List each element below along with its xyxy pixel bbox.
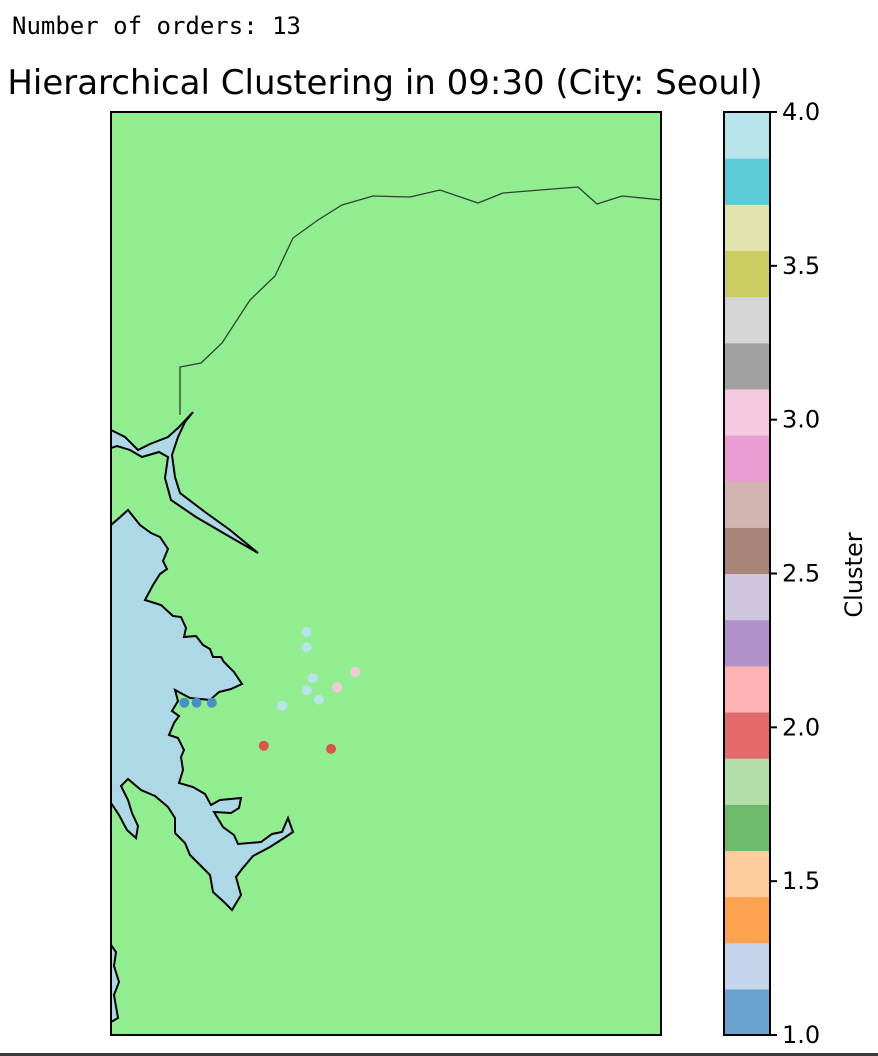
order-point xyxy=(301,685,312,696)
colorbar-segment xyxy=(724,296,770,344)
colorbar-segment xyxy=(724,804,770,851)
colorbar-segment xyxy=(724,342,770,390)
colorbar-tick-label: 1.0 xyxy=(782,1021,820,1049)
western-water-body xyxy=(111,508,295,912)
order-point xyxy=(277,700,288,711)
colorbar-segment xyxy=(724,388,770,436)
map-frame xyxy=(110,111,662,1036)
colorbar-tick-label: 3.0 xyxy=(782,406,820,434)
colorbar-tick-label: 4.0 xyxy=(782,98,820,126)
orders-count-output: Number of orders: 13 xyxy=(12,12,301,40)
order-point xyxy=(301,642,312,653)
order-point xyxy=(206,697,217,708)
chart-title: Hierarchical Clustering in 09:30 (City: … xyxy=(7,63,762,103)
order-point xyxy=(350,667,361,677)
colorbar-segment xyxy=(724,758,770,805)
colorbar-segment xyxy=(724,158,770,205)
order-point xyxy=(332,682,343,693)
colorbar-segment xyxy=(724,896,770,944)
order-point xyxy=(179,697,190,708)
northern-boundary-line xyxy=(179,186,661,415)
colorbar-label: Cluster xyxy=(840,532,868,617)
colorbar-segment xyxy=(724,619,770,667)
colorbar-segment xyxy=(724,850,770,898)
order-point xyxy=(191,697,202,708)
colorbar-segment xyxy=(724,988,770,1036)
colorbar-tick-label: 2.5 xyxy=(782,560,820,588)
southwest-water-fragment xyxy=(111,943,121,1024)
river-inlet xyxy=(111,411,259,554)
colorbar-segment xyxy=(724,711,770,759)
colorbar-tick-label: 3.5 xyxy=(782,252,820,280)
colorbar-segment xyxy=(724,112,770,159)
colorbar-segment xyxy=(724,481,770,528)
order-point xyxy=(258,740,269,751)
colorbar-ticks: 1.0 1.5 2.0 2.5 3.0 3.5 4.0 xyxy=(770,98,820,1049)
colorbar-segment xyxy=(724,573,770,621)
colorbar-segment xyxy=(724,204,770,252)
bottom-divider xyxy=(0,1053,878,1056)
colorbar-tick-label: 2.0 xyxy=(782,713,820,741)
order-point xyxy=(307,673,318,684)
order-point xyxy=(301,627,312,637)
colorbar-tick-label: 1.5 xyxy=(782,867,820,895)
colorbar-segment xyxy=(724,250,770,298)
order-point xyxy=(313,694,324,705)
order-point xyxy=(326,743,336,754)
order-points xyxy=(179,627,361,754)
land-area xyxy=(111,112,661,1035)
colorbar-segment xyxy=(724,665,770,713)
colorbar-segment xyxy=(724,527,770,575)
colorbar-segment xyxy=(724,435,770,482)
colorbar-segment xyxy=(724,942,770,990)
colorbar xyxy=(724,112,770,1036)
